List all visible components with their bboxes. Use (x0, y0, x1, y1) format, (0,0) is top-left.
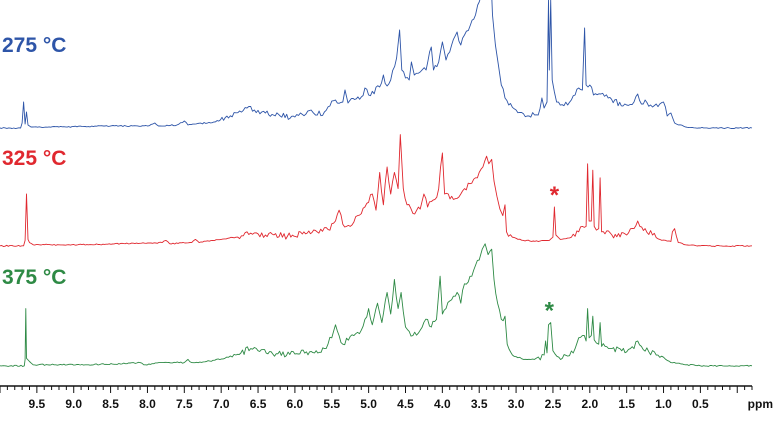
x-tick-label: 7.0 (213, 397, 230, 411)
x-tick-label: 4.5 (397, 397, 414, 411)
x-tick-label: 2.0 (581, 397, 598, 411)
x-tick-label: 2.5 (545, 397, 562, 411)
spectrum-trace-3 (0, 243, 753, 367)
spectrum-trace-2 (0, 134, 753, 247)
x-tick-label: 6.0 (287, 397, 304, 411)
x-tick-label: 9.5 (29, 397, 46, 411)
x-tick-label: 6.5 (250, 397, 267, 411)
solvent-marker-3: * (545, 298, 555, 325)
x-axis-unit: ppm (748, 397, 773, 411)
solvent-marker-1: * (545, 0, 555, 2)
spectrum-trace-1 (0, 0, 753, 130)
x-tick-label: 3.0 (508, 397, 525, 411)
x-axis: 9.5 9.0 8.5 8.0 7.5 7.0 6.5 6.0 5.5 5.0 4.5 4.0 3.5 3… (0, 385, 773, 411)
x-tick-label: 4.0 (434, 397, 451, 411)
x-tick-label: 1.5 (618, 397, 635, 411)
x-tick-label: 7.5 (176, 397, 193, 411)
x-tick-label: 9.0 (65, 397, 82, 411)
x-tick-label: 8.5 (102, 397, 119, 411)
x-tick-label: 5.0 (360, 397, 377, 411)
solvent-marker-2: * (550, 182, 560, 209)
x-tick-label: 5.5 (323, 397, 340, 411)
trace-label-3: 375 °C (2, 266, 66, 289)
x-tick-label: 0.5 (692, 397, 709, 411)
trace-labels: 275 °C * 325 °C * 375 °C * (2, 0, 560, 325)
spectra-traces (0, 0, 753, 367)
trace-label-1: 275 °C (2, 34, 66, 57)
x-tick-label: 8.0 (139, 397, 156, 411)
x-tick-label: 3.5 (471, 397, 488, 411)
x-tick-label: 1.0 (655, 397, 672, 411)
trace-label-2: 325 °C (2, 147, 66, 170)
